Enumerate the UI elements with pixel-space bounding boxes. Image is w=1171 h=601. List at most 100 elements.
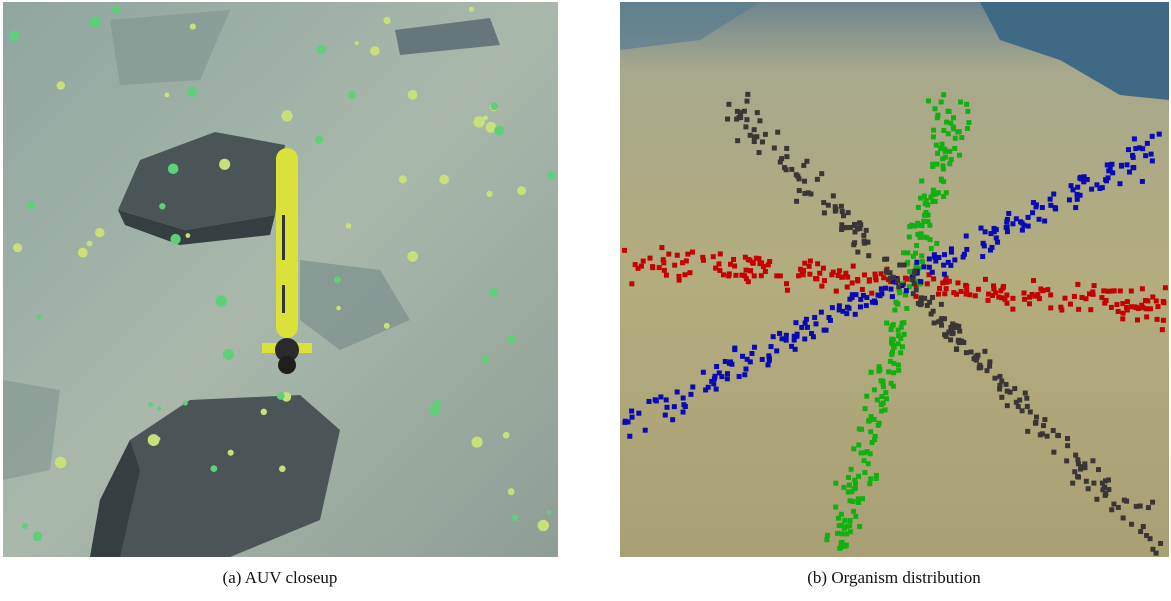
organism (983, 277, 988, 282)
organism (999, 379, 1004, 384)
organism (1020, 228, 1025, 233)
organism (920, 259, 925, 264)
organism (797, 188, 802, 193)
organism (891, 384, 896, 389)
organism (1048, 292, 1053, 297)
organism (839, 523, 844, 528)
organism (1089, 187, 1094, 192)
organism (844, 225, 849, 230)
organism (923, 210, 928, 215)
organism (1117, 181, 1122, 186)
organism (1150, 547, 1155, 552)
organism (1120, 301, 1125, 306)
organism (643, 428, 648, 433)
organism (888, 287, 893, 292)
organism (819, 171, 824, 176)
organism (951, 115, 956, 120)
organism (784, 154, 789, 159)
organism (853, 229, 858, 234)
organism (1055, 433, 1060, 438)
organism (819, 310, 824, 315)
organism (849, 467, 854, 472)
organism (745, 92, 750, 97)
organism (1016, 404, 1021, 409)
organism (1040, 205, 1045, 210)
sphere (36, 314, 41, 319)
organism (792, 338, 797, 343)
organism (965, 126, 970, 131)
organism (666, 252, 671, 257)
organism (864, 394, 869, 399)
organism (964, 350, 969, 355)
sphere (78, 248, 88, 258)
sphere (508, 336, 516, 344)
organism (721, 272, 726, 277)
organism (954, 292, 959, 297)
organism (964, 284, 969, 289)
organism (1111, 502, 1116, 507)
organism (677, 274, 682, 279)
organism (800, 269, 805, 274)
organism (711, 254, 716, 259)
sphere (408, 90, 418, 100)
organism (772, 146, 777, 151)
organism (812, 315, 817, 320)
sphere (494, 125, 504, 135)
organism (874, 277, 879, 282)
organism (821, 200, 826, 205)
organism (713, 266, 718, 271)
organism (997, 374, 1002, 379)
organism (663, 413, 668, 418)
organism (872, 417, 877, 422)
organism (746, 279, 751, 284)
organism (743, 255, 748, 260)
organism (903, 292, 908, 297)
organism (690, 250, 695, 255)
organism (934, 241, 939, 246)
organism (841, 485, 846, 490)
organism (1024, 396, 1029, 401)
organism (862, 238, 867, 243)
organism (767, 259, 772, 264)
organism (987, 359, 992, 364)
organism (879, 291, 884, 296)
organism (630, 415, 635, 420)
organism (857, 524, 862, 529)
organism (1119, 163, 1124, 168)
organism (1062, 296, 1067, 301)
sphere (215, 295, 227, 307)
organism (813, 321, 818, 326)
organism (956, 339, 961, 344)
organism (927, 265, 932, 270)
organism (833, 505, 838, 510)
organism (858, 222, 863, 227)
organism (850, 295, 855, 300)
organism (672, 404, 677, 409)
organism (829, 272, 834, 277)
organism (869, 291, 874, 296)
organism (833, 481, 838, 486)
organism (1028, 409, 1033, 414)
organism (1033, 421, 1038, 426)
organism (997, 383, 1002, 388)
organism (1070, 481, 1075, 486)
organism (794, 199, 799, 204)
organism (725, 117, 730, 122)
organism (931, 134, 936, 139)
organism (1146, 505, 1151, 510)
sphere (346, 223, 352, 229)
organism (1025, 429, 1030, 434)
organism (1131, 155, 1136, 160)
organism (989, 245, 994, 250)
organism (875, 397, 880, 402)
organism (1121, 515, 1126, 520)
organism (1120, 316, 1125, 321)
sphere (112, 6, 120, 14)
organism (1157, 132, 1162, 137)
organism (807, 272, 812, 277)
sphere (87, 241, 93, 247)
organism (682, 272, 687, 277)
organism (714, 387, 719, 392)
sphere (190, 24, 196, 30)
organism (921, 264, 926, 269)
